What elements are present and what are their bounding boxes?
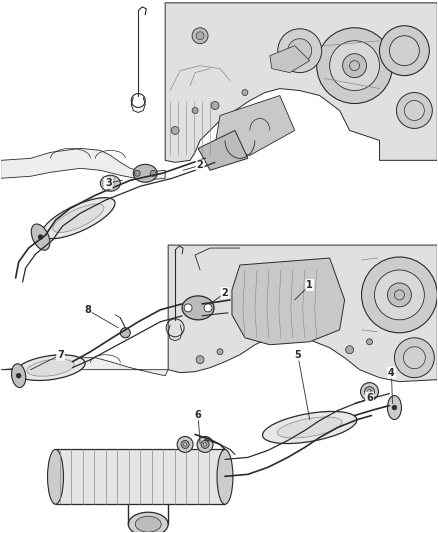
Ellipse shape: [217, 449, 233, 504]
Circle shape: [396, 93, 432, 128]
Ellipse shape: [182, 296, 214, 320]
Circle shape: [211, 101, 219, 109]
Circle shape: [317, 28, 392, 103]
Polygon shape: [168, 245, 437, 382]
Circle shape: [350, 61, 360, 71]
Ellipse shape: [42, 198, 115, 239]
Circle shape: [201, 440, 209, 448]
Circle shape: [184, 442, 187, 446]
Circle shape: [177, 437, 193, 453]
Text: 2: 2: [197, 160, 203, 171]
Circle shape: [203, 442, 207, 446]
Polygon shape: [270, 46, 310, 72]
Polygon shape: [1, 148, 165, 180]
Circle shape: [389, 36, 419, 66]
Text: 7: 7: [57, 350, 64, 360]
Circle shape: [196, 32, 204, 40]
Ellipse shape: [135, 516, 161, 532]
Circle shape: [120, 328, 130, 338]
Circle shape: [184, 304, 192, 312]
Circle shape: [346, 346, 353, 354]
Polygon shape: [215, 95, 295, 155]
Circle shape: [364, 386, 374, 397]
Circle shape: [388, 283, 411, 307]
Text: 1: 1: [306, 280, 313, 290]
Ellipse shape: [262, 411, 357, 443]
Circle shape: [16, 373, 21, 378]
Circle shape: [150, 171, 156, 176]
Polygon shape: [232, 258, 345, 345]
Polygon shape: [198, 131, 248, 171]
Circle shape: [197, 437, 213, 453]
Ellipse shape: [48, 449, 64, 504]
Text: 2: 2: [222, 288, 228, 298]
Circle shape: [192, 108, 198, 114]
Ellipse shape: [100, 175, 120, 191]
Ellipse shape: [277, 417, 342, 438]
Ellipse shape: [27, 359, 74, 376]
Circle shape: [343, 54, 367, 78]
Circle shape: [181, 440, 189, 448]
Circle shape: [374, 270, 424, 320]
Circle shape: [392, 405, 397, 410]
Circle shape: [404, 101, 424, 120]
Circle shape: [367, 390, 371, 393]
Circle shape: [204, 304, 212, 312]
Circle shape: [171, 126, 179, 134]
Circle shape: [330, 41, 379, 91]
Ellipse shape: [388, 395, 401, 419]
Circle shape: [367, 339, 372, 345]
Text: 6: 6: [366, 393, 373, 402]
Circle shape: [360, 383, 378, 401]
Circle shape: [395, 338, 434, 378]
Ellipse shape: [128, 512, 168, 533]
Circle shape: [288, 39, 312, 63]
Circle shape: [134, 171, 140, 176]
Circle shape: [278, 29, 321, 72]
Ellipse shape: [53, 204, 104, 232]
Circle shape: [403, 347, 425, 369]
Polygon shape: [165, 3, 437, 163]
Text: 5: 5: [294, 350, 301, 360]
Ellipse shape: [16, 355, 85, 381]
Circle shape: [217, 349, 223, 355]
Circle shape: [361, 257, 437, 333]
Text: 3: 3: [105, 178, 112, 188]
Circle shape: [242, 90, 248, 95]
Text: 4: 4: [388, 368, 395, 378]
Text: 6: 6: [195, 409, 201, 419]
Bar: [56, 449, 225, 504]
Ellipse shape: [31, 224, 50, 250]
Ellipse shape: [11, 364, 26, 387]
Circle shape: [196, 356, 204, 364]
Circle shape: [379, 26, 429, 76]
Polygon shape: [1, 358, 168, 376]
Circle shape: [395, 290, 404, 300]
Text: 8: 8: [84, 305, 91, 315]
Ellipse shape: [133, 164, 157, 182]
Circle shape: [192, 28, 208, 44]
Circle shape: [38, 235, 43, 240]
